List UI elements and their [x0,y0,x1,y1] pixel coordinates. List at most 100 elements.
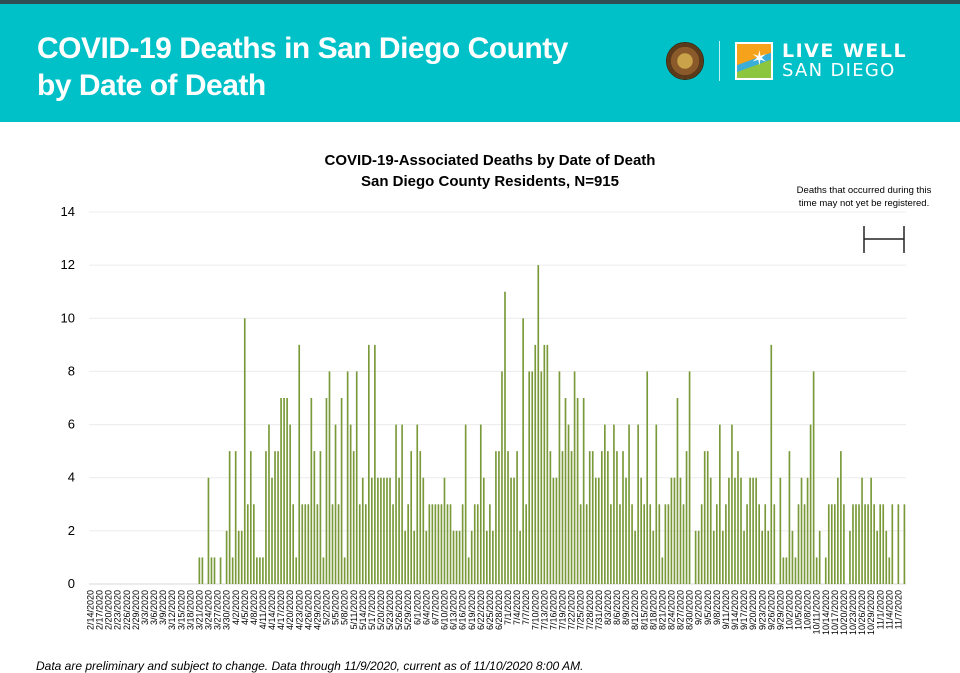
bar [249,451,252,584]
gridlines [89,211,906,585]
bar [413,530,416,584]
bar [307,504,310,584]
bar [812,371,815,584]
county-seal-icon [666,42,704,80]
bar [743,530,745,584]
bar [343,557,346,584]
x-tick-label: 9/11/2020 [721,590,731,629]
chart-subtitle: San Diego County Residents, N=915 [361,173,619,190]
x-tick-label: 7/19/2020 [558,590,568,630]
x-tick-label: 9/5/2020 [703,590,713,625]
bar [700,504,703,584]
bar [555,477,558,584]
bar [325,398,328,584]
x-tick-label: 5/26/2020 [394,590,404,630]
top-border [0,0,960,4]
x-tick-label: 3/6/2020 [149,590,159,625]
bar [231,557,234,584]
x-tick-label: 2/14/2020 [86,590,96,630]
bar [422,477,425,584]
bar [380,477,382,584]
bar [870,477,872,584]
bar [473,504,476,584]
x-tick-label: 6/25/2020 [485,590,495,630]
x-tick-label: 4/11/2020 [258,590,268,629]
x-tick-label: 4/14/2020 [267,590,277,630]
bar [543,344,546,584]
bar [613,424,615,584]
x-tick-label: 8/12/2020 [630,590,640,630]
bar [619,504,621,584]
y-tick-label: 10 [61,310,75,325]
x-tick-label: 3/30/2020 [222,590,232,630]
bar [800,477,803,584]
x-tick-label: 10/26/2020 [857,590,867,635]
bar [371,477,373,584]
x-tick-label: 5/20/2020 [376,590,386,630]
bar [404,530,406,584]
x-tick-label: 5/8/2020 [340,590,350,625]
x-axis-ticks: 2/14/2020 2/17/2020 2/20/2020 2/23/2020 2/26… [86,590,904,635]
bar [358,504,361,584]
footer-note: Data are preliminary and subject to chan… [36,659,584,673]
x-tick-label: 6/16/2020 [458,590,468,630]
x-tick-label: 6/22/2020 [476,590,486,630]
x-tick-label: 3/18/2020 [185,590,195,630]
bar [712,530,715,584]
bar [277,451,279,584]
bar [476,504,479,584]
x-tick-label: 4/8/2020 [249,590,259,625]
bar [655,424,658,584]
bar [728,477,730,584]
bar [346,371,349,584]
x-tick-label: 6/7/2020 [430,590,440,625]
x-tick-label: 7/7/2020 [521,590,531,625]
x-tick-label: 5/2/2020 [322,590,332,625]
bar [286,398,288,584]
bar [271,477,273,584]
x-tick-label: 4/29/2020 [312,590,322,630]
bar [773,504,776,584]
bar [486,530,488,584]
x-tick-label: 7/28/2020 [585,590,595,630]
bar [852,504,854,584]
y-tick-label: 0 [68,576,75,591]
bar [416,424,419,584]
bar [622,451,624,584]
x-tick-label: 8/21/2020 [657,590,667,630]
bar [755,477,757,584]
x-tick-label: 7/16/2020 [548,590,558,630]
x-tick-label: 6/19/2020 [467,590,477,630]
bar [576,398,579,584]
bar [779,477,782,584]
x-tick-label: 2/23/2020 [113,590,123,630]
bar [567,424,570,584]
bar [818,530,821,584]
bar [198,557,201,584]
bar [398,477,400,584]
bar [219,557,222,584]
bar [643,504,646,584]
bar [715,504,718,584]
bar [746,504,748,584]
bar [367,344,370,584]
bar [479,424,482,584]
bar [410,451,413,584]
bar [419,451,422,584]
bar [377,477,379,584]
bar [482,477,485,584]
bar [495,451,497,584]
bar [791,530,794,584]
bar [289,424,291,584]
x-tick-label: 11/4/2020 [884,590,894,629]
bar [585,504,588,584]
bar [758,504,760,584]
bar [706,451,709,584]
bar [703,451,706,584]
bar [785,557,788,584]
bar [797,504,800,584]
bar [504,291,506,584]
bar [597,477,600,584]
x-tick-label: 10/8/2020 [803,590,813,630]
bar [722,530,724,584]
